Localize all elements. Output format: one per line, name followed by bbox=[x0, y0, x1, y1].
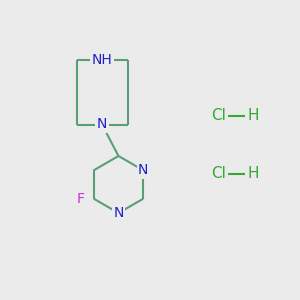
Text: NH: NH bbox=[92, 53, 112, 67]
Text: H: H bbox=[248, 167, 259, 182]
Text: H: H bbox=[248, 108, 259, 123]
Text: N: N bbox=[113, 206, 124, 220]
Text: N: N bbox=[97, 118, 107, 131]
Text: Cl: Cl bbox=[212, 167, 226, 182]
Text: N: N bbox=[138, 163, 148, 177]
Text: Cl: Cl bbox=[212, 108, 226, 123]
Text: F: F bbox=[76, 192, 84, 206]
